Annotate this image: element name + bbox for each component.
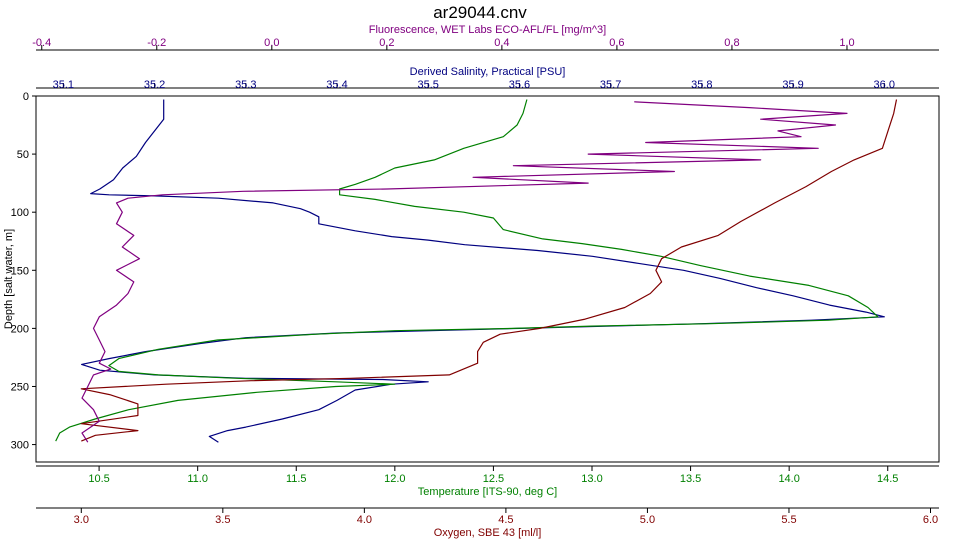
temperature-tick-label: 14.5	[877, 473, 898, 485]
fluorescence-tick-label: 0.2	[379, 37, 394, 49]
plot-frame	[35, 95, 940, 463]
oxygen-tick-label: 5.5	[781, 514, 796, 526]
salinity-tick-label: 35.5	[418, 79, 439, 91]
oxygen-tick-label: 3.5	[215, 514, 230, 526]
temperature-series-line	[55, 99, 879, 442]
temperature-tick-label: 13.5	[680, 473, 701, 485]
temperature-tick-label: 13.0	[581, 473, 602, 485]
salinity-tick-label: 36.0	[874, 79, 895, 91]
temperature-tick-label: 14.0	[778, 473, 799, 485]
depth-tick-label: 100	[11, 207, 29, 219]
series-layer	[55, 99, 898, 443]
chart-title: ar29044.cnv	[433, 3, 527, 22]
temperature-tick-label: 12.5	[483, 473, 504, 485]
salinity-tick-label: 35.4	[326, 79, 347, 91]
oxygen-tick-label: 4.0	[357, 514, 372, 526]
oxygen-tick-label: 6.0	[923, 514, 938, 526]
depth-axis-title: Depth [salt water, m]	[3, 229, 15, 329]
depth-tick-label: 200	[11, 323, 29, 335]
oxygen-tick-label: 5.0	[640, 514, 655, 526]
salinity-tick-label: 35.1	[53, 79, 74, 91]
fluorescence-tick-label: 0.0	[264, 37, 279, 49]
depth-tick-label: 50	[17, 149, 29, 161]
salinity-tick-label: 35.6	[509, 79, 530, 91]
depth-tick-label: 250	[11, 381, 29, 393]
axis-titles-layer: Fluorescence, WET Labs ECO-AFL/FL [mg/m^…	[3, 24, 606, 539]
salinity-tick-label: 35.9	[782, 79, 803, 91]
oxygen-tick-label: 4.5	[498, 514, 513, 526]
fluorescence-tick-label: 0.6	[609, 37, 624, 49]
depth-tick-label: 0	[23, 91, 29, 103]
fluorescence-tick-label: 1.0	[839, 37, 854, 49]
salinity-tick-label: 35.3	[235, 79, 256, 91]
salinity-series-line	[80, 99, 885, 443]
temperature-tick-label: 10.5	[88, 473, 109, 485]
temperature-tick-label: 11.5	[286, 473, 307, 485]
fluorescence-tick-label: 0.4	[494, 37, 509, 49]
depth-tick-label: 300	[11, 440, 29, 452]
fluorescence-tick-label: 0.8	[724, 37, 739, 49]
salinity-tick-label: 35.7	[600, 79, 621, 91]
axes-layer: -0.4 -0.2 0.0 0.2 0.4 0.6 0.8 1.0 35.1 35.2 35.3 35…	[11, 37, 939, 526]
oxygen-tick-label: 3.0	[74, 514, 89, 526]
fluorescence-tick-label: -0.2	[147, 37, 166, 49]
temperature-axis-title: Temperature [ITS-90, deg C]	[418, 486, 557, 498]
temperature-tick-label: 12.0	[384, 473, 405, 485]
salinity-axis-title: Derived Salinity, Practical [PSU]	[410, 66, 566, 78]
salinity-tick-label: 35.8	[691, 79, 712, 91]
depth-tick-label: 150	[11, 265, 29, 277]
fluorescence-series-line	[81, 101, 848, 443]
fluorescence-tick-label: -0.4	[32, 37, 51, 49]
fluorescence-axis-title: Fluorescence, WET Labs ECO-AFL/FL [mg/m^…	[369, 24, 606, 36]
temperature-tick-label: 11.0	[187, 473, 208, 485]
oxygen-series-line	[80, 99, 898, 442]
oxygen-axis-title: Oxygen, SBE 43 [ml/l]	[434, 527, 542, 539]
salinity-tick-label: 35.2	[144, 79, 165, 91]
